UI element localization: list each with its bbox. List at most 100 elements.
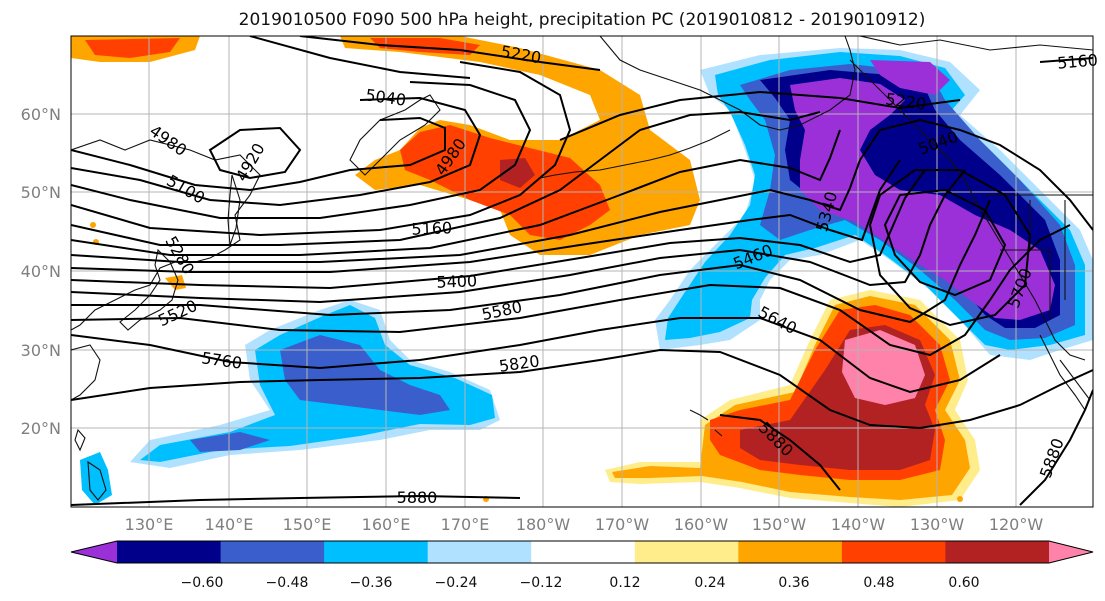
shade-dot-2 xyxy=(957,496,963,502)
lon-label: 170°W xyxy=(595,515,650,534)
contour-4980 xyxy=(71,116,446,192)
contour-5220-north xyxy=(299,36,601,71)
precipitation-shading xyxy=(71,36,1093,507)
contour-ne-low-1 xyxy=(883,188,1007,297)
contour-5820 xyxy=(71,348,1093,430)
colorbar-swatch xyxy=(531,541,636,563)
contour-5220-east xyxy=(559,90,961,141)
shade-nw-red xyxy=(85,38,180,58)
contour-5880-south xyxy=(71,494,521,506)
contour-5460 xyxy=(71,159,901,273)
lon-label: 150°W xyxy=(752,515,807,534)
colorbar-swatch xyxy=(841,541,946,563)
map-panel: 5220 5040 4980 4920 4980 5100 5160 5280 … xyxy=(70,35,1099,508)
height-contours xyxy=(71,36,1093,506)
lon-label: 160°W xyxy=(674,515,729,534)
shade-japan-blob xyxy=(165,275,186,290)
contour-ne-trough xyxy=(859,118,1093,231)
coast-korea-china xyxy=(71,344,101,401)
contour-5400 xyxy=(71,159,861,263)
shade-ne-purple2 xyxy=(870,60,950,95)
colorbar-swatch xyxy=(634,541,739,563)
contour-5160-ne xyxy=(1039,57,1093,63)
contour-5700 xyxy=(71,224,1071,357)
coast-aleutians xyxy=(539,129,731,179)
colorbar-tick-label: 0.48 xyxy=(863,575,894,591)
latitude-labels: 60°N 50°N 40°N 30°N 20°N xyxy=(21,105,61,438)
colorbar-swatch xyxy=(427,541,532,563)
contour-5580 xyxy=(71,169,966,304)
lat-label: 60°N xyxy=(21,105,61,124)
coast-canada-inland xyxy=(859,36,1093,51)
contour-label: 5160 xyxy=(411,218,452,238)
lon-label: 130°W xyxy=(910,515,965,534)
colorbar-tick-label: 0.36 xyxy=(778,575,809,591)
coast-japan xyxy=(119,248,179,331)
coast-westcoast xyxy=(849,59,1086,361)
shade-central-navy xyxy=(190,432,270,452)
contour-label: 5400 xyxy=(436,271,477,291)
contour-label: 5880 xyxy=(397,488,438,507)
colorbar-swatch xyxy=(738,541,843,563)
coast-hawaii xyxy=(689,409,723,437)
contour-5640 xyxy=(71,199,991,324)
colorbar-tick-label: −0.36 xyxy=(350,575,393,591)
map-frame xyxy=(70,35,1094,508)
lat-label: 50°N xyxy=(21,183,61,202)
lon-label: 140°W xyxy=(831,515,886,534)
colorbar-tick-label: −0.12 xyxy=(520,575,563,591)
contour-5520 xyxy=(71,169,926,290)
lat-label: 40°N xyxy=(21,262,61,281)
shade-bering-red xyxy=(400,125,610,240)
longitude-labels: 130°E 140°E 150°E 160°E 170°E 180°W 170°… xyxy=(125,515,1044,534)
colorbar-outline xyxy=(70,540,1094,564)
lon-label: 150°E xyxy=(283,515,332,534)
colorbar-tick-label: −0.24 xyxy=(435,575,478,591)
shade-bering-firebrick xyxy=(500,158,535,188)
shade-dot-3 xyxy=(90,222,96,228)
lon-label: 160°E xyxy=(362,515,411,534)
shade-ne-purple xyxy=(790,78,1055,320)
lon-label: 180°W xyxy=(516,515,571,534)
contour-4920 xyxy=(208,126,302,180)
colorbar-tick-label: −0.48 xyxy=(266,575,309,591)
colorbar-tick-label: 0.60 xyxy=(948,575,979,591)
coast-mexico xyxy=(1059,359,1091,401)
lon-label: 170°E xyxy=(441,515,490,534)
colorbar: −0.60 −0.48 −0.36 −0.24 −0.12 0.12 0.24 … xyxy=(70,540,1094,591)
contour-ne-low-2 xyxy=(868,169,1032,327)
contour-5160 xyxy=(71,61,572,237)
colorbar-ticks: −0.60 −0.48 −0.36 −0.24 −0.12 0.12 0.24 … xyxy=(181,575,980,591)
contour-5340 xyxy=(71,129,841,256)
colorbar-tick-label: 0.24 xyxy=(694,575,725,591)
lon-label: 140°E xyxy=(205,515,254,534)
figure-title: 2019010500 F090 500 hPa height, precipit… xyxy=(239,10,926,30)
contour-5880-mid xyxy=(719,414,841,491)
colorbar-swatch xyxy=(945,541,1050,563)
coast-alaska xyxy=(599,36,856,131)
contour-5760 xyxy=(71,317,1001,394)
colorbar-tick-label: 0.12 xyxy=(609,575,640,591)
colorbar-swatch xyxy=(324,541,429,563)
shade-north-red xyxy=(370,38,480,55)
colorbar-tick-label: −0.60 xyxy=(181,575,224,591)
coast-baja xyxy=(1039,334,1086,411)
shade-central-royal xyxy=(280,335,450,415)
colorbar-swatches xyxy=(71,541,1093,563)
contour-label: 5160 xyxy=(1056,50,1098,72)
contour-5040 xyxy=(71,96,482,207)
contour-5280 xyxy=(71,110,821,246)
lon-label: 130°E xyxy=(125,515,174,534)
contour-5160-north xyxy=(249,36,471,79)
lat-label: 30°N xyxy=(21,341,61,360)
colorbar-swatch xyxy=(220,541,325,563)
colorbar-swatch xyxy=(117,541,222,563)
colorbar-swatch xyxy=(1049,541,1093,563)
lat-label: 20°N xyxy=(21,419,61,438)
contour-5100 xyxy=(71,81,532,219)
colorbar-swatch xyxy=(71,541,117,563)
lon-label: 120°W xyxy=(989,515,1044,534)
coast-taiwan xyxy=(74,428,86,452)
contour-5880-east xyxy=(1019,389,1093,506)
